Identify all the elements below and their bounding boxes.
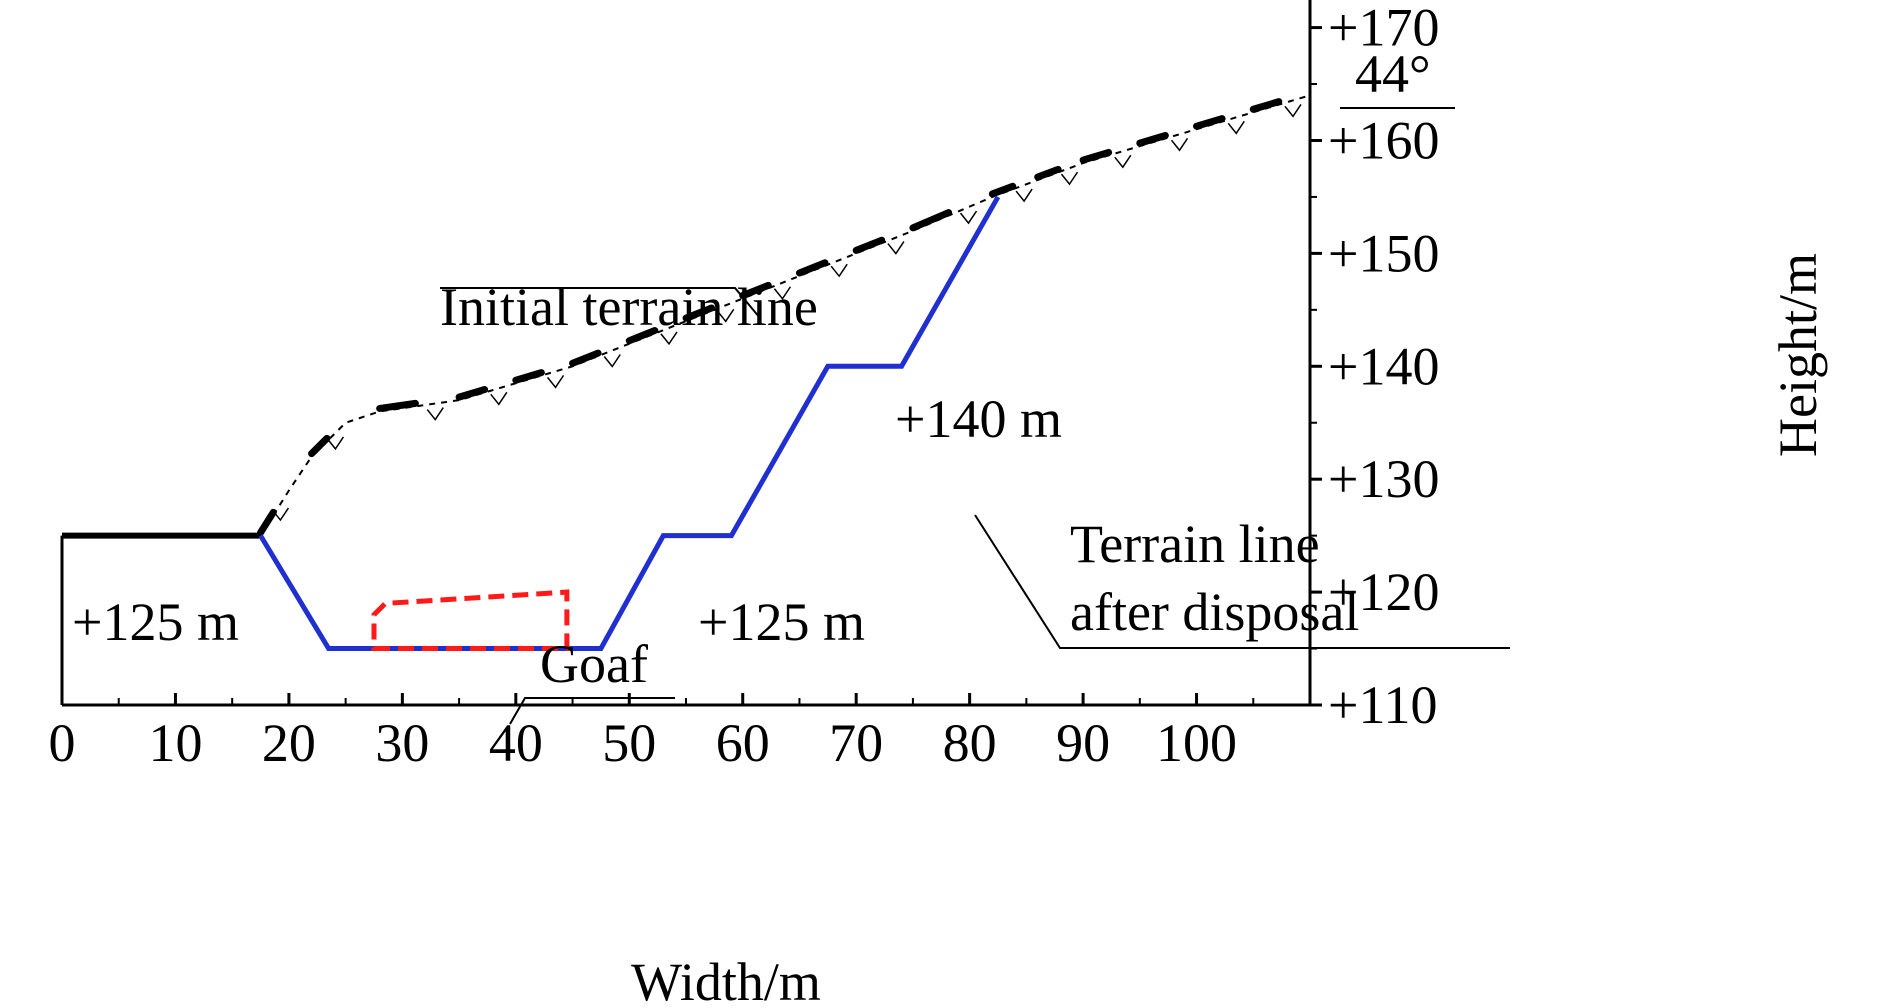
terrain-hatch: [852, 236, 886, 254]
x-tick-label: 50: [602, 713, 656, 773]
x-tick-label: 20: [262, 713, 316, 773]
terrain-hatch: [308, 434, 331, 458]
terrain-hatch: [376, 399, 419, 412]
series-group: [62, 94, 1311, 652]
terrain-hatch: [512, 369, 545, 384]
terrain-hatch-mark: [830, 263, 848, 278]
elevation-125-left-label: +125 m: [72, 592, 239, 652]
terrain-hatch: [569, 349, 602, 367]
terrain-hatch: [1079, 148, 1113, 164]
x-tick-label: 0: [49, 713, 76, 773]
terrain-hatch-mark: [887, 241, 905, 255]
terrain-hatch-mark: [773, 286, 792, 301]
y-tick-label: +160: [1328, 110, 1439, 170]
x-ticks: 0 10 20 30 40 50 60 70 80 90 100: [49, 693, 1255, 773]
terrain-hatch-mark: [717, 308, 735, 323]
y-tick-label: +130: [1328, 449, 1439, 509]
angle-label: 44°: [1355, 44, 1431, 104]
x-axis-title: Width/m: [631, 952, 821, 1008]
leader-after-disposal: [974, 514, 1510, 649]
x-tick-label: 40: [489, 713, 543, 773]
leader-lines: [440, 107, 1510, 725]
terrain-hatch: [1034, 165, 1062, 181]
x-tick-label: 70: [829, 713, 883, 773]
terrain-hatch-mark: [271, 507, 290, 522]
leader-goaf: [509, 697, 675, 725]
y-tick-label: +150: [1328, 223, 1439, 283]
y-tick-label: +110: [1328, 675, 1437, 735]
terrain-hatch-mark: [1227, 120, 1245, 135]
terrain-hatch-mark: [490, 391, 508, 406]
elevation-140-label: +140 m: [895, 389, 1062, 449]
terrain-hatch-mark: [546, 374, 565, 389]
leader-initial-terrain: [440, 287, 761, 319]
y-tick-label: +170: [1328, 0, 1439, 58]
terrain-hatch: [988, 182, 1017, 198]
y-tick-label: +120: [1328, 562, 1439, 622]
y-axis-title: Height/m: [1768, 253, 1828, 457]
terrain-hatch-mark: [959, 210, 978, 225]
terrain-hatch: [1193, 115, 1226, 130]
x-tick-label: 100: [1156, 713, 1237, 773]
y-tick-label: +140: [1328, 336, 1439, 396]
terrain-hatch: [257, 508, 277, 537]
terrain-hatch-mark: [1114, 154, 1132, 169]
goaf-label: Goaf: [540, 634, 648, 694]
x-tick-label: 10: [148, 713, 202, 773]
terrain-hatch: [909, 209, 953, 232]
terrain-hatch: [455, 386, 489, 401]
terrain-after-disposal-line: [258, 195, 1001, 652]
terrain-hatch-mark: [1015, 188, 1033, 203]
terrain-hatch: [682, 304, 716, 322]
terrain-hatch-mark: [1060, 171, 1079, 186]
after-disposal-label-line2: after disposal: [1070, 582, 1359, 642]
after-disposal-label-line1: Terrain line: [1070, 514, 1320, 574]
elevation-125-mid-label: +125 m: [698, 592, 865, 652]
terrain-hatch: [1136, 132, 1169, 147]
terrain-hatch-mark: [426, 407, 444, 421]
goaf-outline: [371, 589, 570, 652]
x-tick-label: 80: [943, 713, 997, 773]
terrain-hatch-mark: [603, 354, 621, 368]
terrain-hatch: [739, 281, 772, 300]
terrain-hatch-mark: [1170, 137, 1189, 152]
y-ticks: +110 +120 +130 +140 +150 +160 +170: [1310, 0, 1439, 735]
terrain-hatch-mark: [326, 436, 345, 451]
terrain-hatch-mark: [1284, 103, 1302, 118]
x-tick-label: 90: [1056, 713, 1110, 773]
terrain-hatch: [795, 259, 829, 277]
terrain-hatch: [625, 327, 659, 345]
x-tick-label: 60: [716, 713, 770, 773]
initial-terrain-label: Initial terrain line: [440, 277, 818, 337]
terrain-hatch: [1249, 98, 1283, 113]
x-tick-label: 30: [375, 713, 429, 773]
terrain-hatch-mark: [660, 331, 678, 346]
